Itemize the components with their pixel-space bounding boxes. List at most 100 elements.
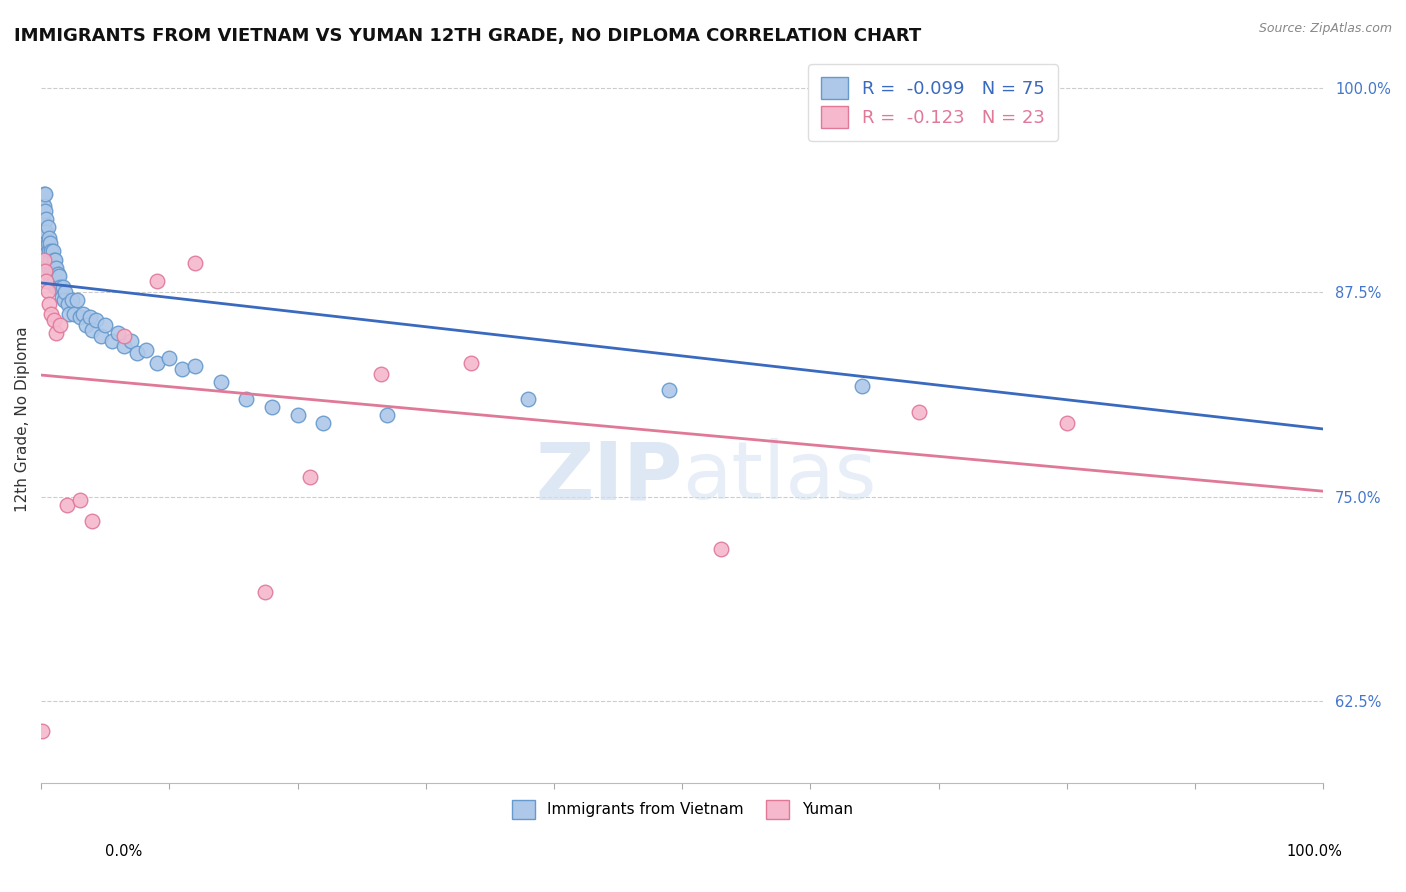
Point (184, 256, 207, 270)
Point (32, 244, 55, 259)
Text: Source: ZipAtlas.com: Source: ZipAtlas.com (1258, 22, 1392, 36)
Point (114, 339, 136, 353)
Point (41, 264, 63, 278)
Point (44, 252, 66, 267)
Point (38, 260, 60, 275)
Point (90, 329, 112, 343)
Point (35, 252, 58, 267)
Point (56, 297, 79, 311)
Point (35, 236, 58, 251)
Point (51, 290, 73, 304)
Text: IMMIGRANTS FROM VIETNAM VS YUMAN 12TH GRADE, NO DIPLOMA CORRELATION CHART: IMMIGRANTS FROM VIETNAM VS YUMAN 12TH GR… (14, 27, 921, 45)
Point (32, 199, 55, 213)
Point (851, 378, 873, 392)
Point (35, 274, 58, 288)
Point (34, 187, 56, 202)
Point (82, 514, 104, 528)
Point (35, 211, 58, 226)
Point (37, 219, 59, 234)
Point (34, 236, 56, 251)
Point (35, 225, 58, 239)
Point (953, 80, 976, 95)
Legend: Immigrants from Vietnam, Yuman: Immigrants from Vietnam, Yuman (505, 792, 860, 826)
Point (49, 318, 72, 332)
Point (46, 268, 69, 282)
Point (42, 252, 65, 267)
Point (39, 268, 62, 283)
Point (41, 244, 63, 259)
Point (100, 334, 122, 349)
Point (38, 231, 60, 245)
Point (45, 326, 67, 341)
Point (32, 215, 55, 229)
Point (69, 310, 91, 324)
Point (370, 367, 392, 381)
Point (135, 343, 157, 357)
Point (34, 203, 56, 218)
Point (38, 297, 60, 311)
Point (60, 293, 83, 308)
Point (375, 408, 398, 422)
Point (157, 351, 180, 365)
Point (41, 277, 63, 292)
Point (31, 195, 53, 210)
Point (107, 326, 129, 341)
Point (44, 274, 66, 288)
Point (172, 362, 194, 376)
Point (31, 723, 53, 738)
Point (299, 470, 322, 484)
Point (55, 285, 77, 300)
Point (254, 584, 277, 599)
Point (1056, 416, 1078, 430)
Point (94, 318, 117, 332)
Point (209, 376, 232, 390)
Point (82, 323, 104, 337)
Text: 100.0%: 100.0% (1286, 845, 1343, 859)
Point (72, 307, 94, 321)
Point (127, 346, 149, 360)
Point (32, 252, 55, 267)
Point (31, 211, 53, 226)
Point (55, 498, 77, 512)
Point (260, 400, 283, 414)
Point (120, 334, 142, 349)
Point (184, 359, 207, 373)
Point (145, 274, 167, 288)
Point (42, 268, 65, 283)
Point (145, 356, 167, 370)
Point (34, 264, 56, 278)
Point (908, 405, 931, 419)
Point (31, 228, 53, 243)
Point (710, 542, 733, 557)
Point (84, 313, 107, 327)
Point (58, 307, 80, 321)
Point (312, 416, 335, 430)
Y-axis label: 12th Grade, No Diploma: 12th Grade, No Diploma (15, 326, 30, 512)
Point (517, 392, 540, 406)
Point (69, 493, 91, 508)
Point (41, 307, 63, 321)
Point (287, 408, 309, 422)
Point (39, 252, 62, 267)
Text: atlas: atlas (682, 438, 876, 516)
Point (45, 280, 67, 294)
Point (79, 310, 101, 324)
Point (45, 260, 67, 275)
Point (66, 293, 89, 308)
Point (48, 268, 70, 283)
Point (42, 313, 65, 327)
Point (53, 293, 76, 308)
Point (63, 307, 86, 321)
Point (114, 329, 136, 343)
Point (38, 244, 60, 259)
Point (37, 284, 59, 298)
Point (41, 260, 63, 275)
Point (75, 318, 97, 332)
Point (49, 280, 72, 294)
Point (235, 392, 257, 406)
Point (37, 236, 59, 251)
Point (32, 187, 55, 202)
Point (34, 225, 56, 239)
Point (52, 280, 75, 294)
Text: 0.0%: 0.0% (105, 845, 142, 859)
